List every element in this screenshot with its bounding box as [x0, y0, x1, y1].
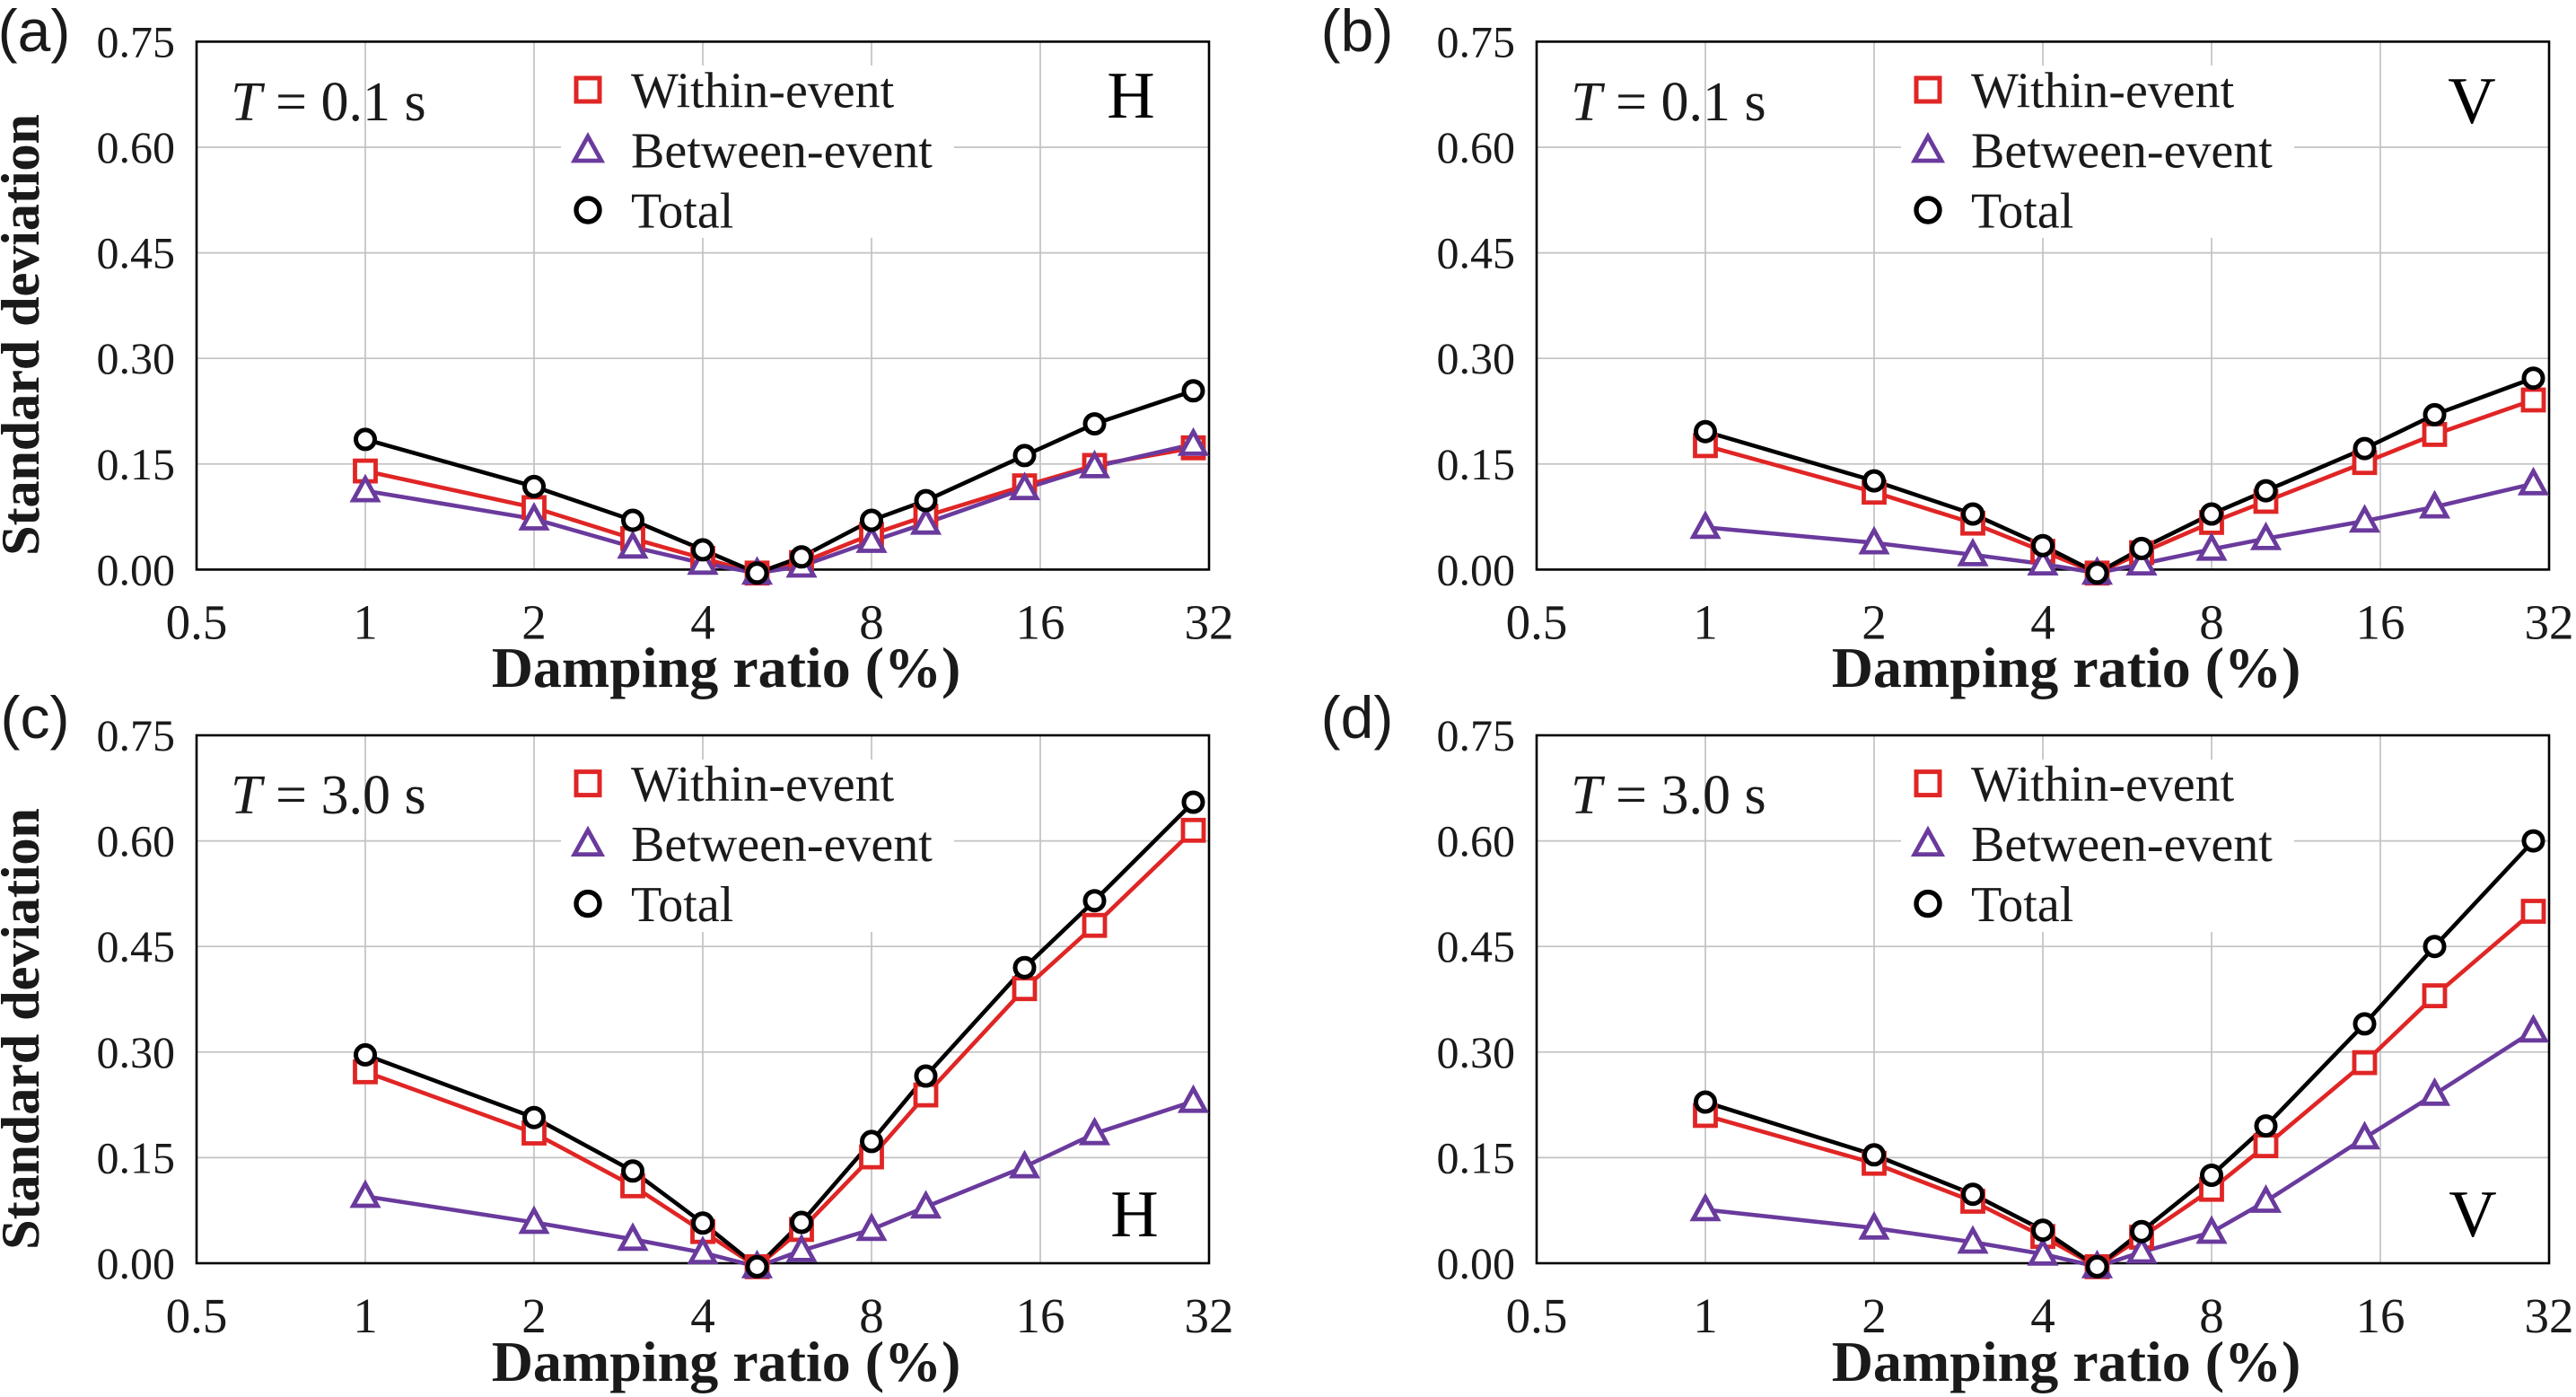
- svg-text:0.15: 0.15: [97, 439, 176, 489]
- svg-text:Total: Total: [631, 184, 733, 240]
- svg-text:Within-event: Within-event: [1971, 64, 2235, 119]
- svg-text:0.75: 0.75: [1437, 16, 1516, 66]
- svg-text:Damping ratio (%): Damping ratio (%): [492, 1330, 961, 1393]
- svg-text:8: 8: [859, 594, 884, 649]
- svg-text:T = 3.0 s: T = 3.0 s: [231, 765, 426, 826]
- svg-text:Between-event: Between-event: [631, 817, 933, 873]
- svg-text:H: H: [1110, 1178, 1158, 1252]
- svg-text:0.60: 0.60: [97, 122, 176, 172]
- svg-text:Within-event: Within-event: [631, 757, 895, 813]
- svg-text:4: 4: [690, 1288, 715, 1343]
- svg-text:V: V: [2448, 65, 2495, 138]
- svg-text:Between-event: Between-event: [631, 124, 933, 180]
- svg-text:0.15: 0.15: [97, 1132, 176, 1182]
- svg-text:(b): (b): [1321, 0, 1394, 64]
- svg-text:Damping ratio (%): Damping ratio (%): [492, 636, 961, 699]
- svg-text:4: 4: [2030, 1288, 2055, 1343]
- svg-text:0.15: 0.15: [1437, 439, 1516, 489]
- svg-text:16: 16: [1016, 594, 1065, 649]
- svg-text:(a): (a): [0, 0, 70, 64]
- svg-text:1: 1: [353, 594, 378, 649]
- svg-text:0.30: 0.30: [1437, 333, 1516, 383]
- svg-text:32: 32: [1185, 1288, 1234, 1343]
- svg-text:Total: Total: [631, 877, 733, 933]
- svg-text:32: 32: [1185, 594, 1234, 649]
- svg-text:T = 3.0 s: T = 3.0 s: [1571, 765, 1766, 826]
- svg-text:Within-event: Within-event: [1971, 757, 2235, 813]
- svg-text:1: 1: [353, 1288, 378, 1343]
- svg-text:0.00: 0.00: [1437, 1238, 1516, 1288]
- svg-text:Standard deviation: Standard deviation: [0, 114, 50, 556]
- svg-text:32: 32: [2525, 594, 2574, 649]
- svg-text:0.45: 0.45: [1437, 921, 1516, 971]
- svg-text:16: 16: [2356, 594, 2405, 649]
- svg-text:Total: Total: [1971, 184, 2073, 240]
- svg-text:2: 2: [1862, 594, 1887, 649]
- svg-text:Standard deviation: Standard deviation: [0, 114, 50, 556]
- svg-text:0.5: 0.5: [1506, 1288, 1568, 1343]
- svg-text:0.00: 0.00: [1437, 544, 1516, 594]
- svg-text:0.45: 0.45: [1437, 228, 1516, 278]
- svg-text:8: 8: [859, 1288, 884, 1343]
- svg-text:4: 4: [2030, 594, 2055, 649]
- svg-text:2: 2: [521, 594, 547, 649]
- svg-text:0.30: 0.30: [1437, 1027, 1516, 1077]
- svg-text:0.45: 0.45: [97, 228, 176, 278]
- svg-text:2: 2: [1862, 1288, 1887, 1343]
- svg-text:0.5: 0.5: [166, 594, 228, 649]
- svg-text:16: 16: [1016, 1288, 1065, 1343]
- svg-text:Damping ratio (%): Damping ratio (%): [1832, 636, 2301, 699]
- svg-text:0.5: 0.5: [166, 1288, 228, 1343]
- svg-text:0.60: 0.60: [1437, 816, 1516, 866]
- svg-text:16: 16: [2356, 1288, 2405, 1343]
- svg-text:8: 8: [2199, 1288, 2224, 1343]
- svg-text:32: 32: [2525, 1288, 2574, 1343]
- svg-text:4: 4: [690, 594, 715, 649]
- svg-text:Standard deviation: Standard deviation: [0, 808, 50, 1250]
- svg-text:Between-event: Between-event: [1971, 124, 2273, 180]
- svg-text:0.15: 0.15: [1437, 1132, 1516, 1182]
- svg-text:0.60: 0.60: [97, 816, 176, 866]
- svg-text:(c): (c): [1, 684, 70, 751]
- svg-text:Within-event: Within-event: [631, 64, 895, 119]
- svg-text:1: 1: [1693, 594, 1718, 649]
- svg-text:H: H: [1107, 59, 1154, 133]
- svg-text:T = 0.1 s: T = 0.1 s: [231, 72, 426, 133]
- svg-text:1: 1: [1693, 1288, 1718, 1343]
- svg-text:T = 0.1 s: T = 0.1 s: [1571, 72, 1766, 133]
- svg-text:0.30: 0.30: [97, 333, 176, 383]
- svg-text:0.45: 0.45: [97, 921, 176, 971]
- svg-text:V: V: [2449, 1178, 2496, 1252]
- svg-text:0.00: 0.00: [97, 1238, 176, 1288]
- svg-text:Between-event: Between-event: [1971, 817, 2273, 873]
- svg-text:0.75: 0.75: [97, 16, 176, 66]
- svg-text:8: 8: [2199, 594, 2224, 649]
- svg-text:Total: Total: [1971, 877, 2073, 933]
- svg-text:0.00: 0.00: [97, 544, 176, 594]
- svg-text:0.60: 0.60: [1437, 122, 1516, 172]
- svg-text:0.5: 0.5: [1506, 594, 1568, 649]
- svg-text:0.75: 0.75: [1437, 710, 1516, 760]
- svg-text:(d): (d): [1321, 684, 1394, 751]
- svg-text:0.75: 0.75: [97, 710, 176, 760]
- svg-text:2: 2: [521, 1288, 547, 1343]
- svg-text:Damping ratio (%): Damping ratio (%): [1832, 1330, 2301, 1393]
- svg-text:0.30: 0.30: [97, 1027, 176, 1077]
- svg-text:Standard deviation: Standard deviation: [0, 808, 50, 1250]
